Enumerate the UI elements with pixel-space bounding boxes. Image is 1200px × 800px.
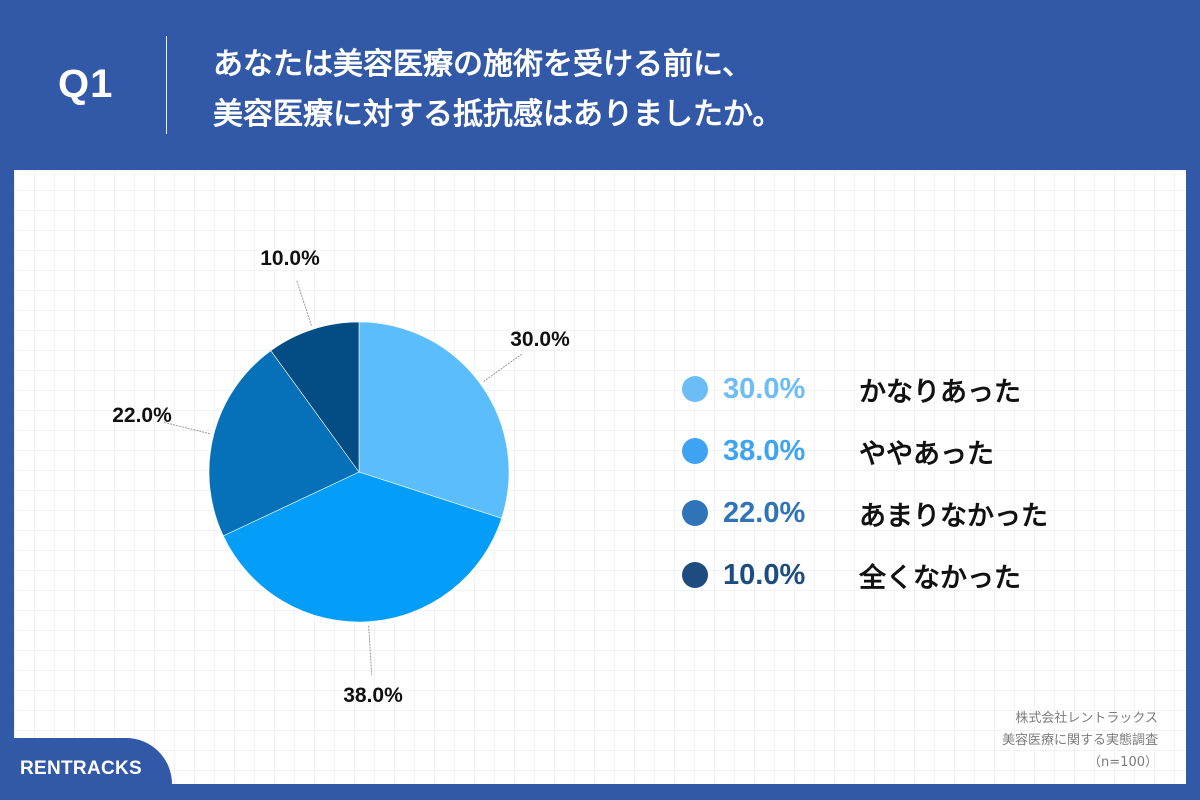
source-company: 株式会社レントラックス [1015,711,1158,726]
legend-item: 22.0% あまりなかった [682,482,1048,544]
source-note: 株式会社レントラックス 美容医療に関する実態調査 （n=100） [1002,708,1158,774]
legend: 30.0% かなりあった 38.0% ややあった 22.0% あまりなかった 1… [682,358,1048,606]
legend-dot-icon [682,438,708,464]
legend-item: 38.0% ややあった [682,420,1048,482]
pie-data-label: 10.0% [260,247,320,270]
legend-item: 30.0% かなりあった [682,358,1048,420]
legend-label: 全くなかった [859,562,1021,594]
legend-label: かなりあった [859,376,1021,408]
legend-item: 10.0% 全くなかった [682,544,1048,606]
legend-dot-icon [682,500,708,526]
leader-line [483,353,523,382]
pie-slice [208,350,360,537]
question-title: あなたは美容医療の施術を受ける前に、 美容医療に対する抵抗感はありましたか。 [213,40,782,140]
pie-slice [222,471,503,623]
pie-data-label: 38.0% [343,684,403,707]
legend-label: ややあった [859,438,994,470]
leader-line [368,625,373,676]
pie-data-label: 30.0% [510,328,570,351]
legend-label: あまりなかった [859,500,1048,532]
pie-slices [208,321,510,623]
brand-logo: RENTRACKS [20,758,142,779]
legend-value: 10.0% [723,558,806,591]
leader-lines [163,280,523,676]
legend-dot-icon [682,562,708,588]
pie-slice [358,321,510,519]
brand-tab [0,738,172,800]
legend-value: 30.0% [723,372,806,405]
question-title-line-2: 美容医療に対する抵抗感はありましたか。 [213,97,783,132]
pie-data-label: 22.0% [112,404,172,427]
question-number: Q1 [58,62,114,106]
legend-value: 38.0% [723,434,806,467]
leader-line [296,280,312,326]
question-title-line-1: あなたは美容医療の施術を受ける前に、 [213,47,753,82]
source-survey: 美容医療に関する実態調査 [1001,733,1158,748]
source-sample-size: （n=100） [1088,755,1158,770]
legend-value: 22.0% [723,496,806,529]
legend-dot-icon [682,376,708,402]
pie-slice [270,321,360,473]
header-divider [166,36,167,134]
header-bar: Q1 あなたは美容医療の施術を受ける前に、 美容医療に対する抵抗感はありましたか… [0,0,1200,170]
leader-line [163,421,210,435]
